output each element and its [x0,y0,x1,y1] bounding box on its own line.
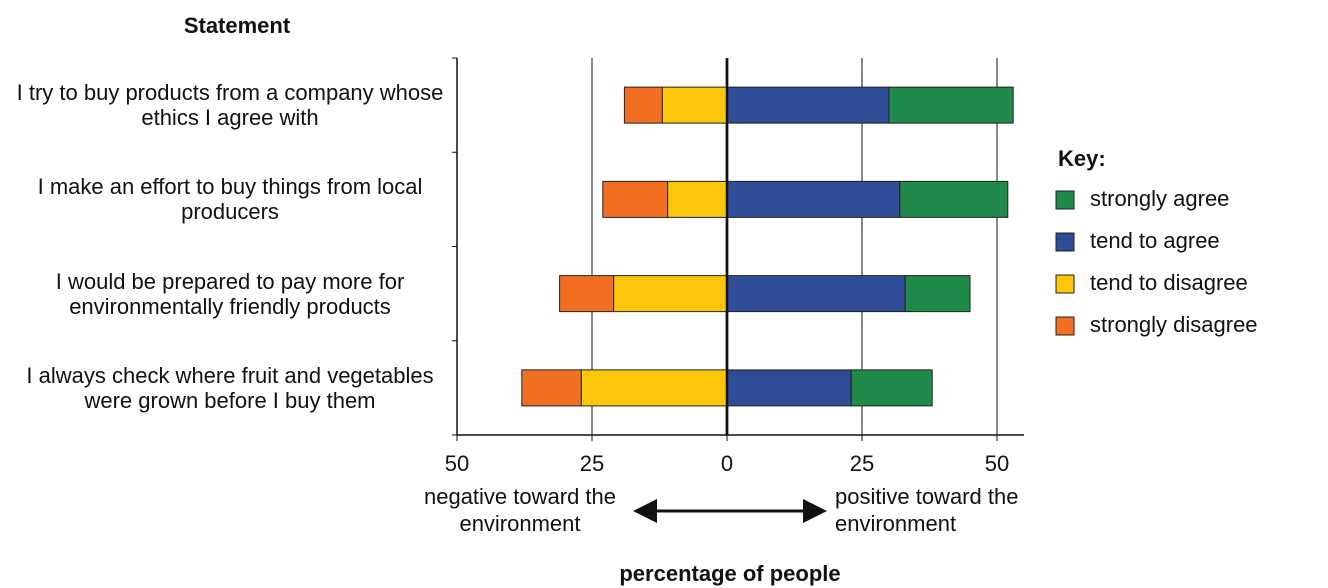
bar-segment [726,180,901,218]
bar-segment [726,86,890,124]
category-axis-title: Statement [184,13,291,38]
legend-swatch [1055,316,1075,336]
bar-segment [726,369,852,407]
legend-label: strongly disagree [1090,312,1258,337]
bar-segment [613,275,728,313]
annotation: negative toward the environment [423,484,617,536]
x-tick-label: 50 [445,451,469,476]
bar-segment [899,180,1009,218]
bar-segment [726,275,906,313]
category-label: I try to buy products from a company who… [16,80,444,131]
category-label: I always check where fruit and vegetable… [26,362,434,413]
x-tick-label: 0 [721,451,733,476]
category-label: I make an effort to buy things from loca… [37,174,423,225]
legend-swatch [1055,232,1075,252]
category-label: I would be prepared to pay more for envi… [55,268,405,319]
x-tick-label: 50 [985,451,1009,476]
bar-segment [888,86,1014,124]
bar-segment [667,180,728,218]
annotation: positive toward the environment [835,484,1019,536]
legend-label: tend to disagree [1090,270,1248,295]
bar-segment [904,275,971,313]
x-tick-label: 25 [850,451,874,476]
bar-segment [521,369,582,407]
x-tick-label: 25 [580,451,604,476]
legend-swatch [1055,274,1075,294]
legend-label: tend to agree [1090,228,1220,253]
legend-title: Key: [1058,146,1106,171]
legend-swatch [1055,190,1075,210]
bar-segment [623,86,663,124]
x-axis-title: percentage of people [619,561,840,586]
bar-segment [850,369,933,407]
bar-segment [580,369,728,407]
bar-segment [559,275,615,313]
bar-segment [602,180,669,218]
bar-segment [661,86,728,124]
legend-label: strongly agree [1090,186,1229,211]
